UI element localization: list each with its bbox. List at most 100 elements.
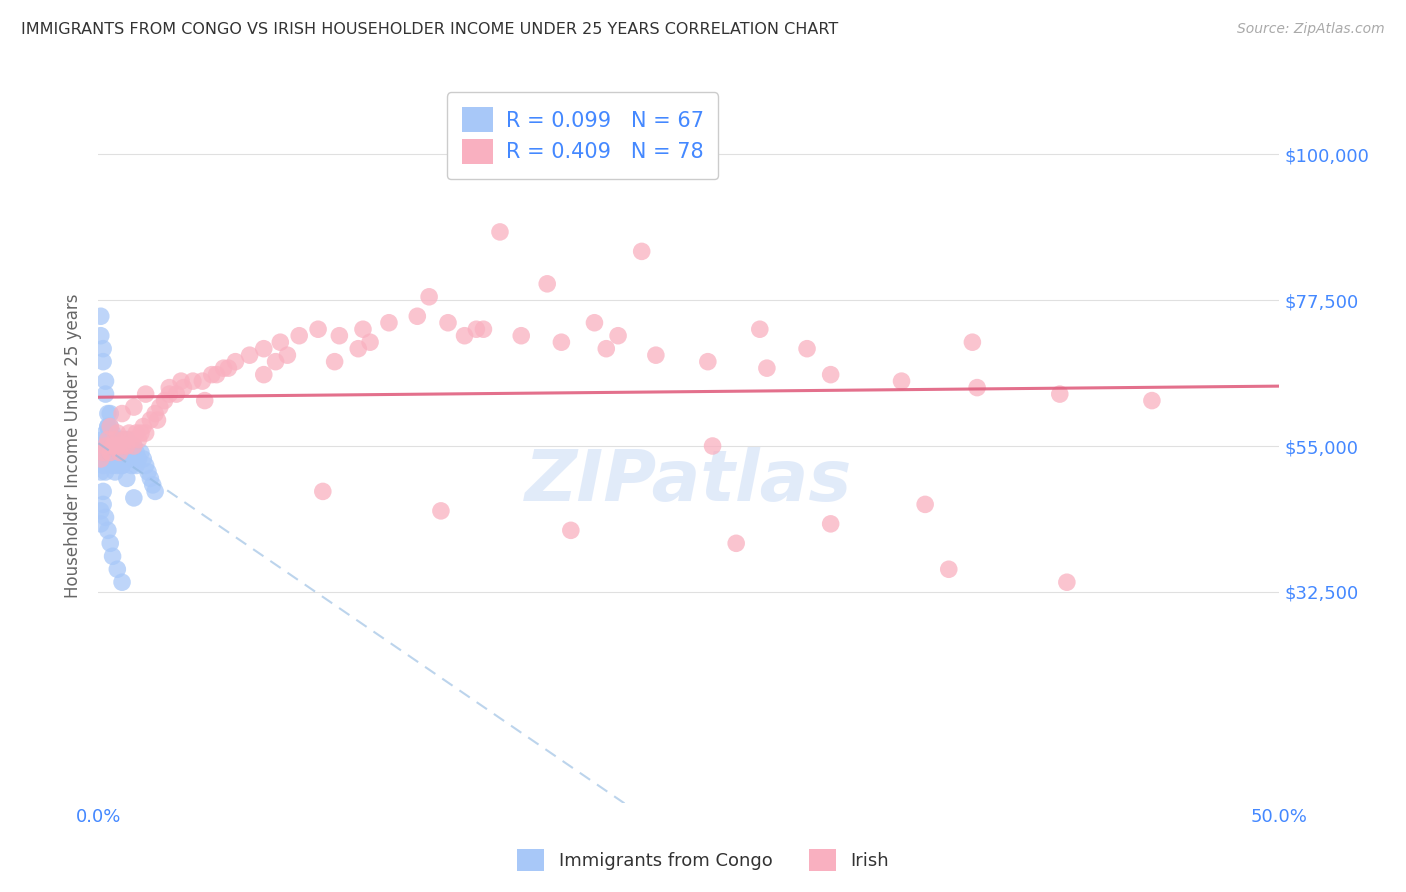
Point: [91, 458, 114, 473]
Point: [125, 445, 148, 459]
Point: [101, 458, 124, 473]
Point: [489, 225, 512, 239]
Point: [181, 374, 204, 388]
Point: [105, 445, 128, 459]
Point: [115, 471, 138, 485]
Point: [98, 452, 121, 467]
Point: [352, 322, 374, 336]
Point: [94, 510, 117, 524]
Point: [820, 368, 842, 382]
Point: [312, 484, 335, 499]
Point: [128, 433, 150, 447]
Point: [560, 524, 582, 538]
Point: [201, 368, 224, 382]
Point: [90, 504, 112, 518]
Point: [94, 439, 117, 453]
Point: [105, 458, 128, 473]
Point: [132, 452, 155, 467]
Point: [170, 374, 193, 388]
Point: [253, 368, 276, 382]
Point: [328, 328, 350, 343]
Point: [132, 419, 155, 434]
Point: [239, 348, 262, 362]
Point: [165, 387, 187, 401]
Point: [94, 374, 117, 388]
Point: [142, 478, 165, 492]
Point: [115, 439, 138, 453]
Point: [98, 407, 121, 421]
Point: [253, 342, 276, 356]
Point: [125, 458, 148, 473]
Point: [966, 381, 988, 395]
Point: [98, 425, 121, 440]
Point: [122, 491, 145, 505]
Point: [108, 445, 131, 459]
Point: [607, 328, 630, 343]
Point: [94, 452, 117, 467]
Point: [108, 452, 131, 467]
Point: [97, 407, 120, 421]
Point: [820, 516, 842, 531]
Point: [90, 439, 112, 453]
Point: [111, 439, 134, 453]
Point: [118, 425, 141, 440]
Point: [97, 419, 120, 434]
Point: [135, 387, 157, 401]
Point: [536, 277, 558, 291]
Point: [91, 433, 114, 447]
Point: [136, 465, 159, 479]
Point: [406, 310, 429, 324]
Point: [90, 452, 112, 467]
Point: [378, 316, 401, 330]
Text: ZIPatlas: ZIPatlas: [526, 447, 852, 516]
Legend: Immigrants from Congo, Irish: Immigrants from Congo, Irish: [510, 842, 896, 879]
Point: [111, 458, 134, 473]
Point: [224, 354, 246, 368]
Point: [194, 393, 217, 408]
Point: [97, 433, 120, 447]
Point: [104, 439, 127, 453]
Point: [157, 387, 180, 401]
Point: [1056, 575, 1078, 590]
Point: [149, 400, 172, 414]
Point: [97, 433, 120, 447]
Point: [105, 562, 128, 576]
Point: [108, 452, 131, 467]
Point: [101, 439, 124, 453]
Point: [276, 348, 298, 362]
Point: [630, 244, 652, 259]
Point: [796, 342, 818, 356]
Point: [98, 536, 121, 550]
Point: [98, 419, 121, 434]
Text: Source: ZipAtlas.com: Source: ZipAtlas.com: [1237, 22, 1385, 37]
Point: [191, 374, 214, 388]
Point: [111, 575, 134, 590]
Point: [91, 445, 114, 459]
Point: [91, 445, 114, 459]
Point: [104, 452, 127, 467]
Point: [111, 458, 134, 473]
Point: [696, 354, 718, 368]
Point: [94, 387, 117, 401]
Point: [453, 328, 475, 343]
Point: [97, 524, 120, 538]
Point: [962, 335, 984, 350]
Point: [91, 484, 114, 499]
Point: [122, 439, 145, 453]
Point: [121, 445, 143, 459]
Point: [725, 536, 748, 550]
Point: [146, 413, 169, 427]
Point: [748, 322, 770, 336]
Point: [217, 361, 239, 376]
Point: [129, 445, 152, 459]
Point: [98, 445, 121, 459]
Point: [112, 439, 135, 453]
Point: [112, 452, 135, 467]
Point: [938, 562, 960, 576]
Point: [90, 328, 112, 343]
Point: [94, 465, 117, 479]
Point: [105, 425, 128, 440]
Point: [430, 504, 453, 518]
Point: [105, 439, 128, 453]
Point: [105, 433, 128, 447]
